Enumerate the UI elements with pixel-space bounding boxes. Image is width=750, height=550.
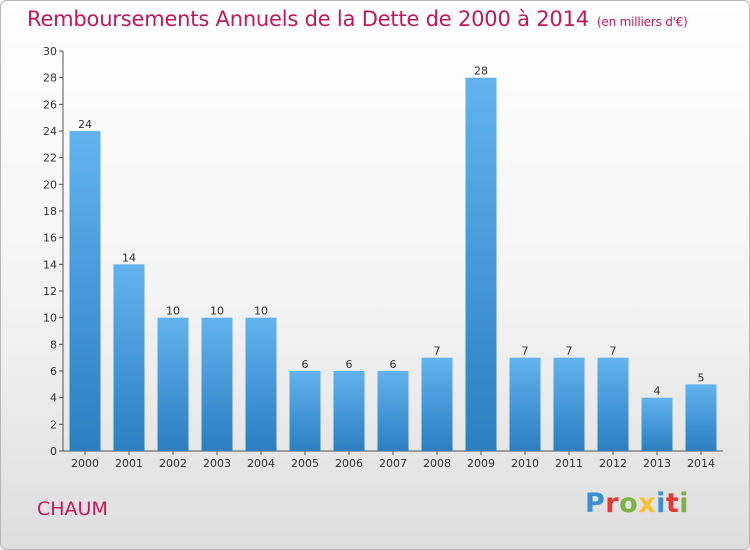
bar-value-label: 28 <box>474 65 488 78</box>
x-tick-label: 2009 <box>467 457 495 470</box>
x-tick-label: 2004 <box>247 457 275 470</box>
proxiti-logo: Proxiti <box>585 488 689 519</box>
bar-value-label: 4 <box>654 385 661 398</box>
bar-value-label: 5 <box>698 371 705 384</box>
y-tick-label: 28 <box>43 72 57 85</box>
bar-2008 <box>421 357 453 451</box>
x-tick-label: 2003 <box>203 457 231 470</box>
y-tick-label: 20 <box>43 178 57 191</box>
bar-value-label: 14 <box>122 251 136 264</box>
x-tick-label: 2014 <box>687 457 715 470</box>
y-tick-label: 12 <box>43 285 57 298</box>
bar-value-label: 24 <box>78 118 92 131</box>
bar-value-label: 6 <box>390 358 397 371</box>
y-tick-label: 10 <box>43 312 57 325</box>
x-tick-label: 2005 <box>291 457 319 470</box>
x-tick-label: 2007 <box>379 457 407 470</box>
y-tick-label: 30 <box>43 45 57 58</box>
logo-letter: P <box>585 488 606 519</box>
bar-2006 <box>333 371 365 451</box>
x-tick-label: 2012 <box>599 457 627 470</box>
y-tick-label: 16 <box>43 232 57 245</box>
x-tick-label: 2010 <box>511 457 539 470</box>
bar-value-label: 10 <box>166 305 180 318</box>
bar-value-label: 7 <box>566 345 573 358</box>
y-tick-label: 0 <box>50 445 57 458</box>
x-tick-label: 2013 <box>643 457 671 470</box>
logo-letter: x <box>638 488 657 519</box>
bar-value-label: 6 <box>302 358 309 371</box>
y-tick-label: 2 <box>50 418 57 431</box>
y-tick-label: 24 <box>43 125 57 138</box>
chart-title: Remboursements Annuels de la Dette de 20… <box>27 7 688 31</box>
bar-2001 <box>113 264 145 451</box>
bar-2004 <box>245 317 277 451</box>
bar-value-label: 7 <box>610 345 617 358</box>
y-tick-label: 6 <box>50 365 57 378</box>
logo-letter: t <box>665 488 680 519</box>
y-tick-label: 22 <box>43 152 57 165</box>
chart-unit: (en milliers d'€) <box>596 15 688 29</box>
x-tick-label: 2011 <box>555 457 583 470</box>
bar-value-label: 7 <box>522 345 529 358</box>
x-tick-label: 2006 <box>335 457 363 470</box>
bar-2003 <box>201 317 233 451</box>
bar-2014 <box>685 384 717 451</box>
logo-letter: o <box>619 488 639 519</box>
bar-2012 <box>597 357 629 451</box>
x-tick-label: 2002 <box>159 457 187 470</box>
bar-value-label: 10 <box>254 305 268 318</box>
chart-title-text: Remboursements Annuels de la Dette de 20… <box>27 7 589 31</box>
logo-letter: r <box>605 488 620 519</box>
bar-2013 <box>641 397 673 451</box>
bar-2007 <box>377 371 409 451</box>
logo-letter: i <box>656 488 666 519</box>
y-tick-label: 4 <box>50 392 57 405</box>
y-tick-label: 18 <box>43 205 57 218</box>
bar-value-label: 10 <box>210 305 224 318</box>
bar-value-label: 7 <box>434 345 441 358</box>
y-tick-label: 8 <box>50 338 57 351</box>
bar-2005 <box>289 371 321 451</box>
bar-2009 <box>465 77 497 452</box>
bar-2000 <box>69 131 101 451</box>
x-tick-label: 2008 <box>423 457 451 470</box>
x-tick-label: 2000 <box>71 457 99 470</box>
x-tick-label: 2001 <box>115 457 143 470</box>
bar-2011 <box>553 357 585 451</box>
bar-value-label: 6 <box>346 358 353 371</box>
y-tick-label: 26 <box>43 98 57 111</box>
y-tick-label: 14 <box>43 258 57 271</box>
bar-2002 <box>157 317 189 451</box>
logo-letter: i <box>679 488 690 519</box>
bar-2010 <box>509 357 541 451</box>
commune-name: CHAUM <box>37 498 108 520</box>
